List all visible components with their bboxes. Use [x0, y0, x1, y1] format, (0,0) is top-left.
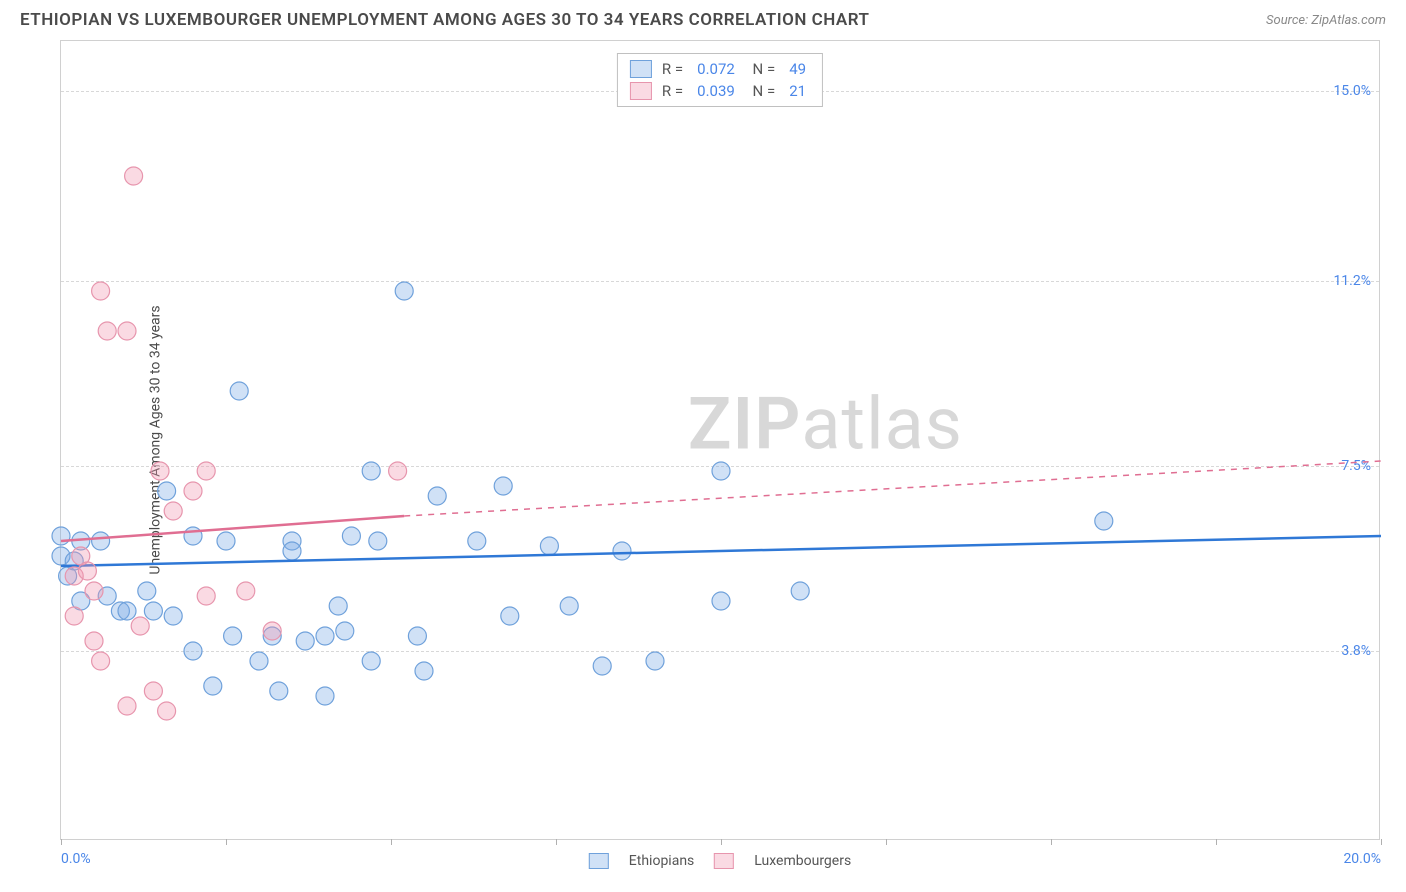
scatter-point	[151, 462, 169, 480]
scatter-point	[428, 487, 446, 505]
regression-line	[61, 536, 1381, 566]
x-axis-min-label: 0.0%	[61, 851, 91, 867]
scatter-point	[92, 282, 110, 300]
scatter-point	[613, 542, 631, 560]
scatter-point	[329, 597, 347, 615]
chart-title: ETHIOPIAN VS LUXEMBOURGER UNEMPLOYMENT A…	[20, 10, 869, 30]
scatter-point	[52, 527, 70, 545]
scatter-point	[1095, 512, 1113, 530]
scatter-point	[144, 682, 162, 700]
n-value-0: 49	[789, 60, 806, 78]
scatter-point	[131, 617, 149, 635]
scatter-point	[593, 657, 611, 675]
scatter-point	[78, 562, 96, 580]
scatter-point	[362, 462, 380, 480]
scatter-point	[468, 532, 486, 550]
scatter-point	[263, 622, 281, 640]
scatter-point	[389, 462, 407, 480]
scatter-point	[118, 697, 136, 715]
scatter-point	[138, 582, 156, 600]
scatter-point	[296, 632, 314, 650]
scatter-point	[158, 702, 176, 720]
r-value-0: 0.072	[697, 60, 735, 78]
scatter-point	[144, 602, 162, 620]
legend-label-luxembourgers: Luxembourgers	[754, 853, 851, 869]
legend-swatch-ethiopians	[589, 853, 609, 869]
swatch-ethiopians	[630, 60, 652, 78]
scatter-point	[501, 607, 519, 625]
scatter-point	[237, 582, 255, 600]
scatter-point	[270, 682, 288, 700]
scatter-point	[408, 627, 426, 645]
scatter-point	[92, 652, 110, 670]
scatter-point	[395, 282, 413, 300]
scatter-point	[118, 602, 136, 620]
scatter-point	[791, 582, 809, 600]
swatch-luxembourgers	[630, 82, 652, 100]
scatter-point	[415, 662, 433, 680]
scatter-point	[712, 462, 730, 480]
scatter-point	[204, 677, 222, 695]
r-value-1: 0.039	[697, 82, 735, 100]
correlation-legend: R = 0.072 N = 49 R = 0.039 N = 21	[617, 53, 823, 107]
scatter-point	[197, 462, 215, 480]
source-label: Source: ZipAtlas.com	[1266, 13, 1386, 28]
scatter-point	[118, 322, 136, 340]
scatter-point	[164, 607, 182, 625]
x-axis-max-label: 20.0%	[1343, 851, 1381, 867]
scatter-point	[184, 642, 202, 660]
n-label: N =	[749, 82, 775, 100]
scatter-point	[158, 482, 176, 500]
scatter-point	[85, 632, 103, 650]
scatter-point	[250, 652, 268, 670]
legend-label-ethiopians: Ethiopians	[629, 853, 694, 869]
scatter-plot	[61, 41, 1379, 839]
scatter-point	[65, 607, 83, 625]
scatter-point	[316, 627, 334, 645]
scatter-point	[98, 322, 116, 340]
scatter-point	[342, 527, 360, 545]
legend-swatch-luxembourgers	[714, 853, 734, 869]
scatter-point	[494, 477, 512, 495]
scatter-point	[197, 587, 215, 605]
scatter-point	[283, 542, 301, 560]
r-label: R =	[662, 60, 683, 78]
scatter-point	[217, 532, 235, 550]
scatter-point	[336, 622, 354, 640]
chart-area: Unemployment Among Ages 30 to 34 years 3…	[60, 40, 1380, 840]
scatter-point	[224, 627, 242, 645]
scatter-point	[316, 687, 334, 705]
series-legend: Ethiopians Luxembourgers	[589, 853, 851, 869]
scatter-point	[164, 502, 182, 520]
scatter-point	[184, 482, 202, 500]
n-label: N =	[749, 60, 775, 78]
scatter-point	[540, 537, 558, 555]
scatter-point	[646, 652, 664, 670]
scatter-point	[369, 532, 387, 550]
legend-row-ethiopians: R = 0.072 N = 49	[630, 58, 810, 80]
chart-header: ETHIOPIAN VS LUXEMBOURGER UNEMPLOYMENT A…	[0, 0, 1406, 35]
scatter-point	[230, 382, 248, 400]
scatter-point	[85, 582, 103, 600]
scatter-point	[712, 592, 730, 610]
legend-row-luxembourgers: R = 0.039 N = 21	[630, 80, 810, 102]
n-value-1: 21	[789, 82, 806, 100]
scatter-point	[560, 597, 578, 615]
scatter-point	[125, 167, 143, 185]
regression-line-extrapolated	[404, 461, 1381, 516]
scatter-point	[362, 652, 380, 670]
r-label: R =	[662, 82, 683, 100]
scatter-point	[92, 532, 110, 550]
